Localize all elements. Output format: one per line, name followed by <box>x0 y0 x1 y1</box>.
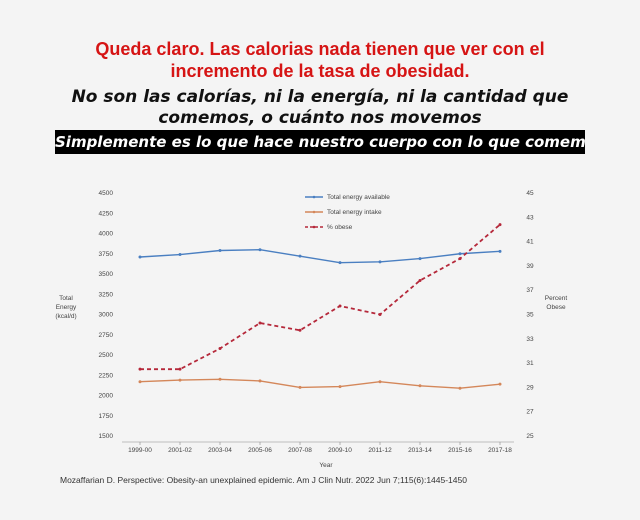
headline-line-1: Queda claro. Las calorias nada tienen qu… <box>95 39 545 59</box>
x-tick-label: 2009-10 <box>328 447 352 454</box>
subheadline-line-1: No son las calorías, ni la energía, ni l… <box>71 87 569 107</box>
right-axis-label: Obese <box>546 304 566 311</box>
data-point-energy-intake <box>218 377 222 381</box>
x-tick-label: 2013-14 <box>408 447 432 454</box>
left-axis: 1500 1750 2000 2250 2500 2750 3000 3250 3500 3750… <box>55 190 113 440</box>
data-point-energy-intake <box>418 384 422 388</box>
data-point-percent-obese <box>298 328 302 332</box>
data-point-energy-intake <box>458 386 462 390</box>
data-point-energy-available <box>138 255 142 259</box>
data-point-percent-obese <box>178 367 182 371</box>
left-tick-label: 3500 <box>99 271 114 278</box>
data-point-energy-available <box>458 252 462 256</box>
left-tick-label: 2500 <box>99 352 114 359</box>
right-tick-label: 45 <box>526 190 534 197</box>
legend-marker <box>312 225 316 229</box>
legend-label: Total energy intake <box>327 209 382 216</box>
x-tick-label: 2005-06 <box>248 447 272 454</box>
right-axis: 25 27 29 31 33 35 37 39 41 43 45 Percent Obese <box>526 190 567 440</box>
headline: Queda claro. Las calorias nada tienen qu… <box>0 38 640 82</box>
series-line-energy-available <box>139 248 501 264</box>
series-group <box>138 223 502 390</box>
data-point-energy-intake <box>338 385 342 389</box>
series-line-energy-intake <box>139 378 501 389</box>
data-point-energy-intake <box>298 385 302 389</box>
data-point-percent-obese <box>218 347 222 351</box>
right-tick-label: 41 <box>526 239 534 246</box>
data-point-percent-obese <box>338 304 342 308</box>
x-tick-label: 2001-02 <box>168 447 192 454</box>
data-point-percent-obese <box>378 313 382 316</box>
right-tick-label: 31 <box>526 360 534 367</box>
x-tick-label: 2017-18 <box>488 447 512 454</box>
data-point-energy-available <box>178 253 182 257</box>
right-tick-label: 39 <box>526 263 534 270</box>
data-point-energy-available <box>258 248 262 252</box>
data-point-energy-available <box>378 260 382 264</box>
data-point-percent-obese <box>458 257 462 261</box>
left-tick-label: 2750 <box>99 332 114 339</box>
right-tick-label: 35 <box>526 312 534 319</box>
left-tick-label: 1500 <box>99 433 114 440</box>
right-tick-label: 27 <box>526 409 534 416</box>
left-tick-label: 1750 <box>99 413 114 420</box>
data-point-energy-available <box>338 261 342 265</box>
data-point-energy-intake <box>378 380 382 384</box>
legend-label: % obese <box>327 224 353 231</box>
data-point-energy-available <box>218 249 222 253</box>
x-axis-label: Year <box>319 462 333 469</box>
data-point-energy-intake <box>138 380 142 384</box>
left-tick-label: 4500 <box>99 190 114 197</box>
x-axis: 1999-00 2001-02 2003-04 2005-06 2007-08 2009-… <box>122 441 514 469</box>
left-axis-label: Energy <box>56 304 77 311</box>
data-point-percent-obese <box>418 278 422 282</box>
left-tick-label: 2250 <box>99 372 114 379</box>
legend-marker <box>312 195 316 199</box>
x-tick-label: 2011-12 <box>368 447 392 454</box>
data-point-percent-obese <box>258 321 262 325</box>
x-tick-label: 2015-16 <box>448 447 472 454</box>
headline-line-2: incremento de la tasa de obesidad. <box>170 61 470 81</box>
data-point-energy-available <box>418 257 422 261</box>
left-tick-label: 4000 <box>99 231 114 238</box>
subheadline: No son las calorías, ni la energía, ni l… <box>0 87 640 129</box>
left-axis-label: (kcal/d) <box>55 313 76 320</box>
x-tick-label: 2003-04 <box>208 447 232 454</box>
x-tick-label: 1999-00 <box>128 447 152 454</box>
left-tick-label: 4250 <box>99 210 114 217</box>
data-point-energy-available <box>298 254 302 258</box>
x-tick-label: 2007-08 <box>288 447 312 454</box>
right-tick-label: 43 <box>526 214 534 221</box>
right-axis-label: Percent <box>545 295 568 302</box>
data-point-percent-obese <box>138 367 142 371</box>
citation: Mozaffarian D. Perspective: Obesity-an u… <box>60 475 467 485</box>
legend: Total energy available Total energy intak… <box>305 194 390 231</box>
left-tick-label: 2000 <box>99 393 114 400</box>
data-point-energy-intake <box>178 378 182 382</box>
legend-marker <box>312 210 316 214</box>
right-tick-label: 29 <box>526 384 534 391</box>
left-tick-label: 3750 <box>99 251 114 258</box>
left-axis-label: Total <box>59 295 73 302</box>
left-tick-label: 3250 <box>99 291 114 298</box>
right-tick-label: 25 <box>526 433 534 440</box>
series-line-percent-obese <box>140 223 501 371</box>
data-point-energy-intake <box>258 379 262 383</box>
right-tick-label: 37 <box>526 287 534 294</box>
subheadline-line-2: comemos, o cuánto nos movemos <box>158 108 482 128</box>
data-point-energy-available <box>498 249 502 253</box>
banner: Simplemente es lo que hace nuestro cuerp… <box>55 130 585 154</box>
right-tick-label: 33 <box>526 336 534 343</box>
data-point-energy-intake <box>498 382 502 386</box>
legend-label: Total energy available <box>327 194 390 201</box>
data-point-percent-obese <box>498 223 502 227</box>
left-tick-label: 3000 <box>99 312 114 319</box>
